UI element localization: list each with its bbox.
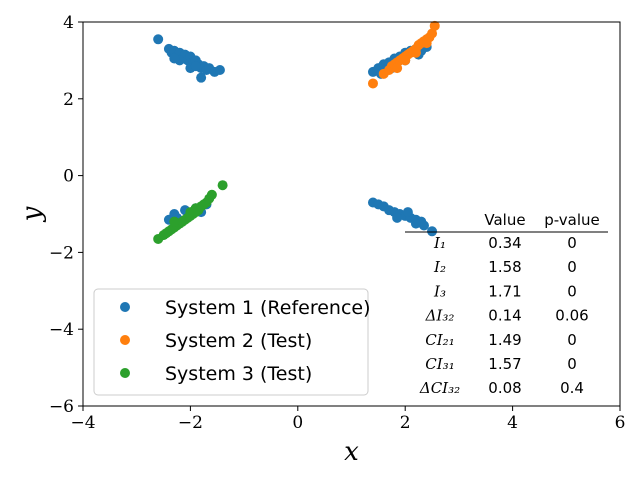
- y-tick-label: −6: [49, 397, 74, 417]
- plot-frame: [82, 21, 621, 407]
- data-point-series-2: [410, 47, 421, 58]
- data-point-series-1: [418, 220, 429, 231]
- x-tick-label: 0: [292, 413, 303, 433]
- legend-marker-1: [120, 302, 130, 312]
- data-point-series-1: [196, 72, 207, 83]
- table-row-label: CI₃₁: [425, 355, 454, 373]
- data-point-series-2: [400, 55, 411, 66]
- legend-label-1: System 1 (Reference): [165, 297, 371, 319]
- table-row-label: I₁: [433, 234, 446, 252]
- data-point-series-1: [169, 53, 180, 64]
- table-row-pvalue: 0: [567, 282, 577, 300]
- legend-label-2: System 2 (Test): [165, 330, 312, 352]
- table-header-pvalue: p-value: [544, 211, 600, 229]
- x-tick-label: 6: [615, 413, 626, 433]
- data-point-series-3: [217, 180, 228, 191]
- table-row-label: ΔI₃₂: [425, 307, 455, 325]
- table-row-value: 1.57: [488, 355, 521, 373]
- legend-marker-3: [120, 368, 130, 378]
- table-row-pvalue: 0: [567, 355, 577, 373]
- table-row-value: 0.08: [488, 379, 521, 397]
- y-tick-label: −4: [49, 320, 74, 340]
- y-tick-label: 2: [63, 90, 74, 110]
- legend-marker-2: [120, 335, 130, 345]
- legend: System 1 (Reference) System 2 (Test) Syste…: [93, 288, 371, 396]
- data-point-series-2: [421, 38, 432, 49]
- table-header-value: Value: [484, 211, 525, 229]
- table-row-value: 1.71: [488, 282, 521, 300]
- data-point-series-1: [153, 34, 164, 45]
- table-row-label: I₃: [433, 282, 446, 300]
- data-point-series-3: [206, 189, 217, 200]
- data-point-series-3: [190, 203, 201, 214]
- table-row-value: 1.49: [488, 331, 521, 349]
- table-row-pvalue: 0: [567, 258, 577, 276]
- table-row-label: CI₂₁: [425, 331, 454, 349]
- data-point-series-1: [392, 212, 403, 223]
- table-row-pvalue: 0.06: [555, 307, 588, 325]
- stats-table: Value p-value I₁ 0.34 0 I₂ 1.58 0 I₃ 1.71 0 ΔI₃₂ 0.1…: [405, 211, 608, 397]
- y-tick-label: 4: [63, 13, 74, 33]
- points-layer: [153, 20, 440, 244]
- y-tick-label: 0: [63, 167, 74, 187]
- table-row-label: ΔCI₃₂: [419, 379, 460, 397]
- legend-box: [93, 288, 369, 396]
- y-axis-label: y: [17, 206, 47, 222]
- x-tick-label: −2: [178, 413, 203, 433]
- data-point-series-1: [190, 61, 201, 72]
- data-point-series-2: [392, 63, 403, 74]
- table-row-pvalue: 0: [567, 331, 577, 349]
- table-row-value: 0.34: [488, 234, 521, 252]
- data-point-series-3: [169, 216, 180, 227]
- x-tick-label: 4: [507, 413, 518, 433]
- data-point-series-2: [429, 20, 440, 31]
- table-row-pvalue: 0: [567, 234, 577, 252]
- data-point-series-2: [367, 78, 378, 89]
- x-tick-label: −4: [70, 413, 95, 433]
- x-tick-label: 2: [400, 413, 411, 433]
- y-tick-label: −2: [49, 243, 74, 263]
- table-row-value: 1.58: [488, 258, 521, 276]
- data-point-series-1: [214, 65, 225, 75]
- data-point-series-1: [410, 218, 421, 229]
- data-point-series-2: [427, 28, 438, 39]
- table-row-value: 0.14: [488, 307, 521, 325]
- data-point-series-1: [427, 226, 438, 237]
- x-axis-label: x: [344, 437, 359, 467]
- legend-label-3: System 3 (Test): [165, 363, 312, 385]
- data-point-series-1: [402, 207, 413, 218]
- table-row-pvalue: 0.4: [560, 379, 584, 397]
- table-row-label: I₂: [433, 258, 446, 276]
